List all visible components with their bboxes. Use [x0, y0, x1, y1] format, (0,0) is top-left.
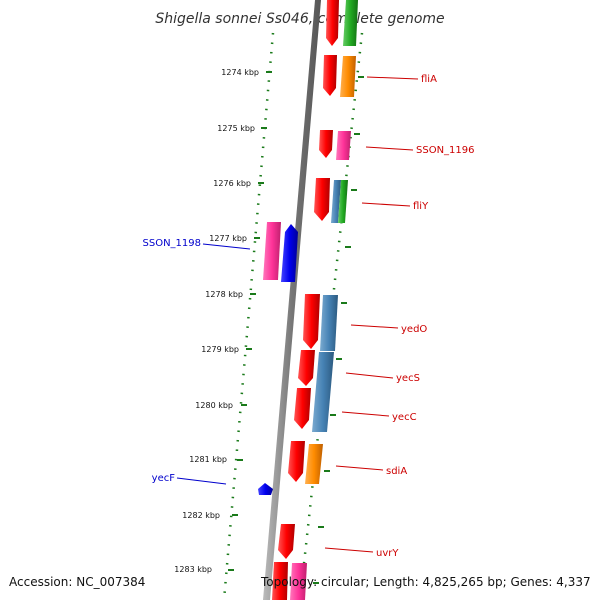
gene-block[interactable]	[343, 0, 358, 46]
left-dotted-track	[222, 32, 275, 600]
gene-label-yedO[interactable]: yedO	[401, 324, 427, 335]
gene-arrow[interactable]	[258, 483, 273, 495]
gene-block[interactable]	[290, 563, 307, 600]
gene-block[interactable]	[263, 222, 281, 280]
gene-label-yecF[interactable]: yecF	[152, 473, 176, 484]
gene-labels: fliA SSON_1196 fliY SSON_1198 yedO yecS …	[143, 74, 475, 559]
gene-arrow[interactable]	[314, 178, 330, 221]
gene-label-fliA[interactable]: fliA	[421, 74, 437, 85]
gene-arrow[interactable]	[326, 0, 339, 46]
gene-label-uvrY[interactable]: uvrY	[376, 548, 399, 559]
gene-block[interactable]	[312, 352, 334, 432]
gene-block[interactable]	[340, 56, 356, 97]
tick-label: 1274 kbp	[221, 68, 259, 77]
gene-arrow[interactable]	[281, 224, 298, 282]
gene-block[interactable]	[338, 180, 348, 223]
gene-block[interactable]	[320, 295, 338, 351]
right-track-ticks	[313, 76, 364, 584]
gene-arrow[interactable]	[303, 294, 320, 349]
gene-block[interactable]	[305, 444, 323, 484]
tick-label: 1283 kbp	[174, 565, 212, 574]
tick-label: 1278 kbp	[205, 290, 243, 299]
gene-arrow[interactable]	[298, 350, 315, 386]
tick-marks: 1274 kbp 1275 kbp 1276 kbp 1277 kbp 1278…	[174, 68, 272, 574]
tick-label: 1276 kbp	[213, 179, 251, 188]
gene-label-fliY[interactable]: fliY	[413, 201, 429, 212]
gene-block[interactable]	[331, 180, 341, 223]
topology-text: Topology: circular; Length: 4,825,265 bp…	[260, 575, 591, 589]
gene-features	[258, 0, 358, 600]
gene-block[interactable]	[272, 562, 288, 600]
gene-arrow[interactable]	[294, 388, 311, 429]
gene-label-sdiA[interactable]: sdiA	[386, 466, 407, 477]
accession-text: Accession: NC_007384	[9, 575, 145, 589]
tick-label: 1275 kbp	[217, 124, 255, 133]
tick-label: 1280 kbp	[195, 401, 233, 410]
tick-label: 1277 kbp	[209, 234, 247, 243]
gene-arrow[interactable]	[323, 55, 337, 96]
tick-label: 1281 kbp	[189, 455, 227, 464]
gene-arrow[interactable]	[319, 130, 333, 158]
gene-label-yecC[interactable]: yecC	[392, 412, 417, 423]
genome-backbone	[263, 0, 321, 600]
genome-title: Shigella sonnei Ss046, complete genome	[155, 11, 444, 27]
gene-label-SSON_1196[interactable]: SSON_1196	[416, 145, 475, 156]
gene-label-yecS[interactable]: yecS	[396, 373, 420, 384]
gene-arrow[interactable]	[288, 441, 305, 482]
gene-block[interactable]	[336, 131, 351, 160]
tick-label: 1282 kbp	[182, 511, 220, 520]
gene-label-SSON_1198[interactable]: SSON_1198	[143, 238, 202, 249]
gene-arrow[interactable]	[278, 524, 295, 559]
tick-label: 1279 kbp	[201, 345, 239, 354]
